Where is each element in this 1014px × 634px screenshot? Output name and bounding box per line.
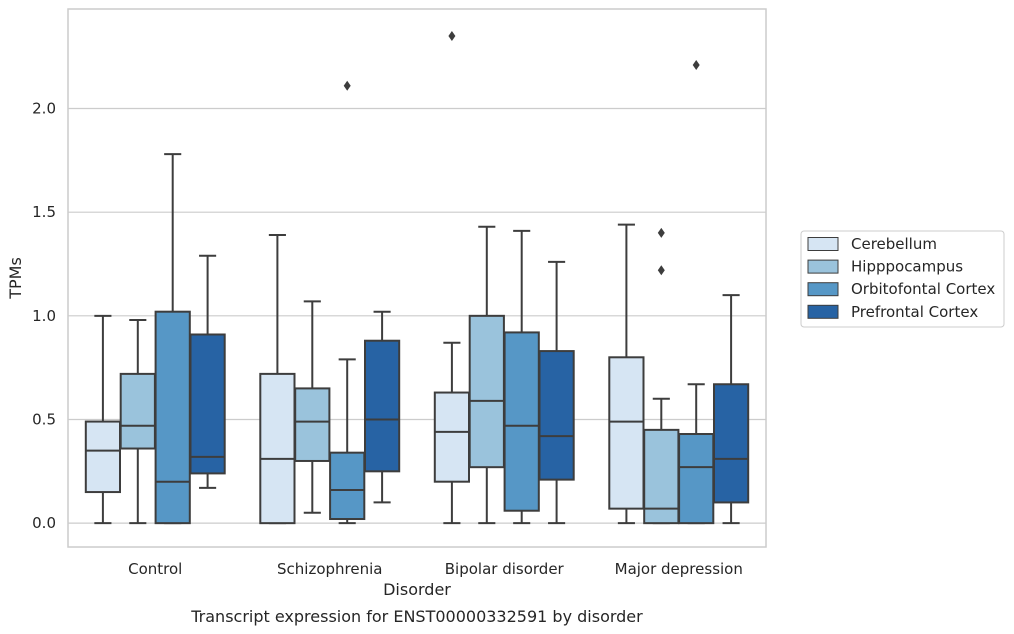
legend-swatch (807, 237, 839, 251)
box-cerebellum (84, 314, 122, 525)
legend-swatch (807, 282, 839, 297)
x-tick-label: Schizophrenia (277, 560, 382, 578)
y-tick-label: 1.0 (32, 307, 56, 325)
x-tick-label: Major depression (615, 560, 743, 578)
x-axis-title: Disorder (383, 580, 451, 599)
box-body (503, 331, 540, 512)
box-body (538, 350, 575, 481)
box-series-layer (84, 30, 750, 525)
box-prefrontal-cortex (363, 310, 401, 504)
y-axis-title: TPMs (6, 257, 25, 300)
box-body (329, 451, 366, 521)
box-body (678, 433, 715, 525)
outlier-point (343, 80, 351, 91)
chart-caption: Transcript expression for ENST0000033259… (190, 607, 643, 626)
box-hipppocampus (643, 227, 680, 525)
y-tick-label: 0.0 (32, 514, 56, 532)
box-cerebellum (608, 223, 645, 525)
box-body (259, 372, 296, 525)
plot-area-frame (67, 8, 767, 548)
box-orbitofontal-cortex (329, 80, 366, 525)
outlier-point (448, 30, 456, 41)
legend-label: Cerebellum (851, 235, 937, 253)
y-tick-label: 2.0 (32, 100, 56, 118)
box-body (712, 383, 750, 504)
outlier-point (657, 227, 665, 238)
legend-label: Hipppocampus (851, 258, 963, 276)
y-tick-labels: 0.0 0.5 1.0 1.5 2.0 (32, 100, 56, 533)
box-body (468, 314, 505, 469)
box-orbitofontal-cortex (154, 153, 191, 525)
box-hipppocampus (119, 318, 156, 525)
box-hipppocampus (468, 225, 505, 525)
box-body (84, 420, 122, 494)
box-body (433, 391, 471, 483)
outlier-point (657, 265, 665, 276)
box-body (294, 387, 331, 462)
box-prefrontal-cortex (712, 294, 750, 525)
legend-swatch (807, 304, 839, 319)
box-cerebellum (433, 30, 471, 525)
x-tick-label: Control (128, 560, 182, 578)
box-body (119, 372, 156, 450)
box-orbitofontal-cortex (678, 59, 715, 525)
legend-frame (800, 230, 1005, 328)
box-prefrontal-cortex (189, 254, 226, 489)
box-body (608, 356, 645, 510)
legend: Cerebellum Hipppocampus Orbitofontal Corte… (800, 230, 1005, 328)
y-tick-label: 1.5 (32, 203, 56, 221)
box-body (363, 339, 401, 473)
x-tick-labels: Control Schizophrenia Bipolar disorder Majo… (128, 560, 743, 578)
box-body (643, 428, 680, 525)
x-tick-label: Bipolar disorder (445, 560, 565, 578)
box-hipppocampus (294, 300, 331, 514)
legend-label: Orbitofontal Cortex (851, 280, 995, 298)
legend-swatch (807, 259, 839, 274)
box-body (154, 310, 191, 525)
box-orbitofontal-cortex (503, 229, 540, 525)
legend-label: Prefrontal Cortex (851, 303, 978, 321)
box-body (189, 333, 226, 475)
box-prefrontal-cortex (538, 260, 575, 525)
box-cerebellum (259, 233, 296, 525)
y-tick-label: 0.5 (32, 410, 56, 428)
outlier-point (692, 59, 700, 70)
